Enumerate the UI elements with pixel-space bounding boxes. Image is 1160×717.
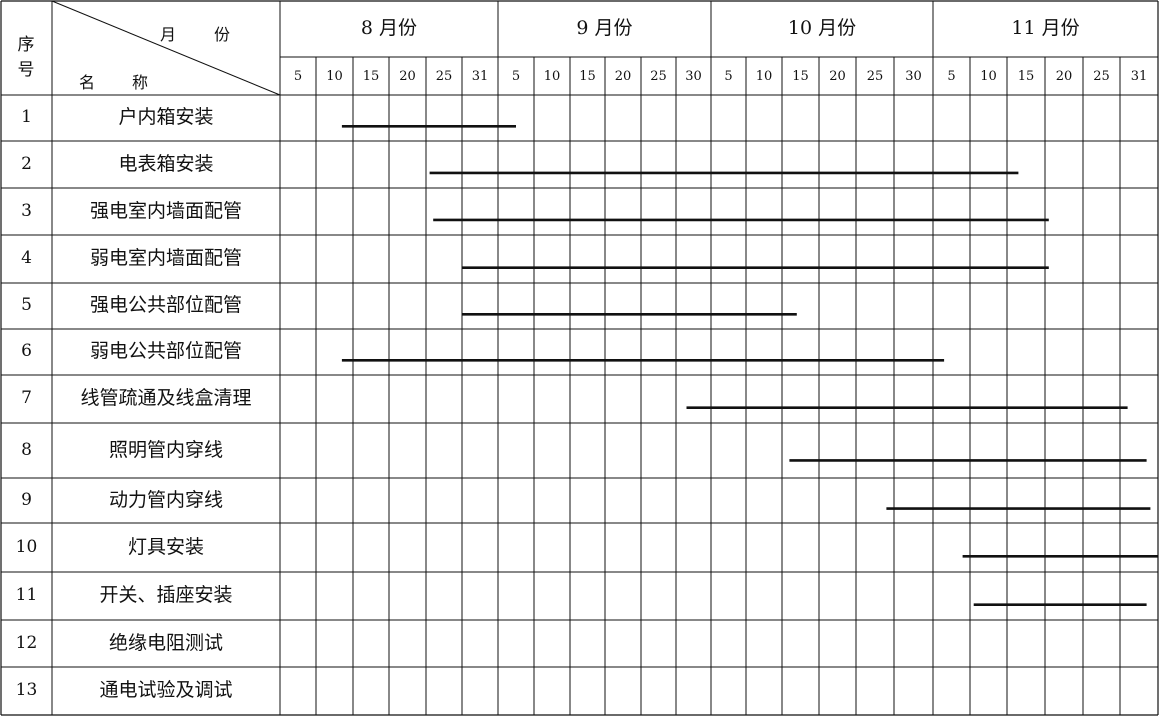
row-number: 5 <box>21 295 32 315</box>
day-label: 5 <box>293 69 303 84</box>
row-number: 7 <box>21 388 32 408</box>
day-label: 20 <box>829 69 846 84</box>
task-name: 通电试验及调试 <box>99 679 233 701</box>
day-label: 15 <box>362 69 380 84</box>
day-label: 15 <box>579 69 596 84</box>
day-label: 25 <box>650 69 667 84</box>
day-label: 5 <box>947 69 956 84</box>
task-name: 户内箱安装 <box>118 106 214 128</box>
row-number: 1 <box>21 107 32 127</box>
row-number: 10 <box>15 536 38 557</box>
row-number: 11 <box>15 585 38 605</box>
task-name: 照明管内穿线 <box>108 438 223 461</box>
day-label: 5 <box>724 69 733 84</box>
row-number: 12 <box>15 632 38 653</box>
corner-label-month-2: 份 <box>213 25 230 44</box>
task-name: 电表箱安装 <box>118 152 214 175</box>
task-name: 强电公共部位配管 <box>89 294 242 316</box>
task-name: 强电室内墙面配管 <box>89 199 242 222</box>
task-name: 开关、插座安装 <box>99 584 233 606</box>
day-label: 20 <box>1055 69 1073 84</box>
day-label: 25 <box>1093 69 1110 84</box>
corner-label-name-1: 名 <box>78 73 95 92</box>
month-header-oct: 10 月份 <box>787 17 857 39</box>
day-label: 25 <box>435 69 453 84</box>
day-label: 5 <box>511 69 521 84</box>
corner-label-name-2: 称 <box>131 73 148 92</box>
corner-diagonal <box>51 0 281 96</box>
task-name: 弱电公共部位配管 <box>89 340 242 362</box>
row-number: 13 <box>15 680 38 700</box>
month-header-sep: 9 月份 <box>576 17 633 39</box>
corner-label-month-1: 月 <box>159 25 176 44</box>
day-label: 30 <box>685 69 702 84</box>
task-name: 弱电室内墙面配管 <box>89 247 242 269</box>
day-label: 10 <box>543 69 561 84</box>
row-number: 6 <box>21 341 32 361</box>
row-number: 9 <box>21 489 32 510</box>
task-name: 灯具安装 <box>127 535 204 558</box>
row-number: 3 <box>21 200 32 221</box>
row-number: 2 <box>21 153 32 174</box>
task-name: 动力管内穿线 <box>108 488 223 511</box>
day-label: 10 <box>326 69 343 84</box>
seq-header-char-1: 序 <box>17 35 35 55</box>
day-label: 25 <box>866 69 884 84</box>
day-label: 20 <box>614 69 632 84</box>
day-label: 10 <box>980 69 997 84</box>
day-label: 20 <box>399 69 416 84</box>
day-label: 31 <box>1130 69 1148 84</box>
task-name: 绝缘电阻测试 <box>108 631 223 654</box>
month-header-aug: 8 月份 <box>360 17 418 39</box>
row-number: 8 <box>21 439 32 460</box>
month-header-nov: 11 月份 <box>1011 17 1080 39</box>
day-label: 30 <box>905 69 922 84</box>
day-label: 15 <box>792 69 809 84</box>
day-label: 31 <box>471 69 489 84</box>
row-number: 4 <box>21 248 32 268</box>
day-label: 15 <box>1017 69 1035 84</box>
seq-header-char-2: 号 <box>17 60 35 80</box>
day-label: 10 <box>755 69 773 84</box>
task-name: 线管疏通及线盒清理 <box>80 387 252 409</box>
